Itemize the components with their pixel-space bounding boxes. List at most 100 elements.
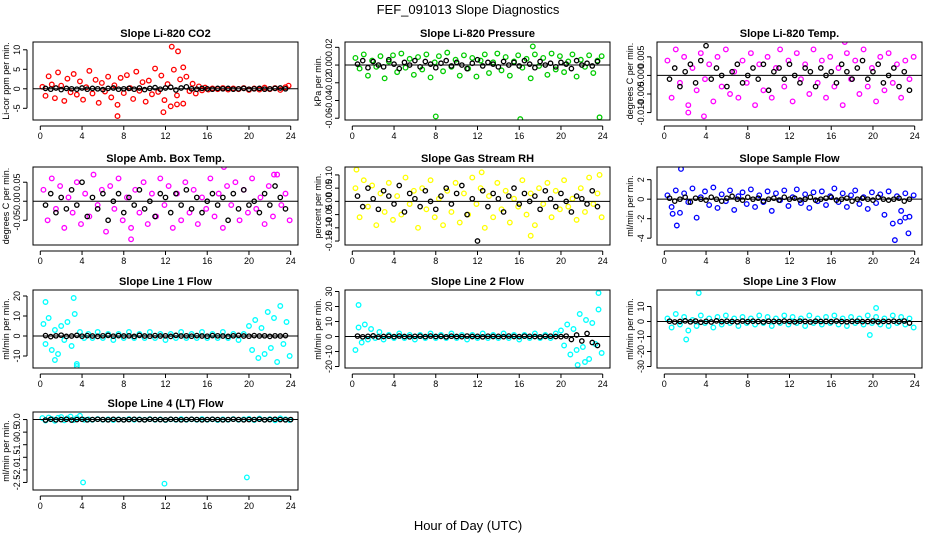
panel-6-point [677,209,683,216]
panel-8-mean-point [453,333,460,340]
panel-1-mean-point [94,85,101,92]
panel-10-mean-point [199,416,205,423]
panel-5-mean-point [422,187,429,194]
panel-7-mean-point [152,332,158,339]
panel-2-point [548,50,555,57]
panel-1-x-tick-label: 0 [38,131,43,141]
panel-2-point [456,72,463,79]
panel-5-mean-point [443,185,450,192]
panel-9-mean-point [797,318,803,325]
panel-5-x-tick-label: 12 [472,256,482,266]
panel-4-mean-point [167,209,174,216]
panel-5-point [460,190,467,197]
panel-7-mean-point [178,333,184,339]
panel-2-point [494,50,501,57]
panel-10-mean-point [152,416,158,423]
panel-9-x-tick-label: 16 [826,379,836,389]
panel-2-point [452,56,459,63]
panel-5-point [552,187,559,194]
panel-7-mean-point [173,332,179,339]
panel-3-point [877,53,884,60]
panel-3-point [827,53,834,60]
panel-7-y-tick-label: -10 [12,349,22,362]
panel-9-point [693,323,700,329]
panel-9-title: Slope Line 3 Flow [743,276,836,288]
panel-2-point [569,51,576,58]
panel-2-mean-point [558,59,564,66]
panel-3-mean-point [697,57,704,64]
panel-4-mean-point [220,194,226,201]
panel-8-point [586,356,593,362]
panel-9-point [860,321,867,328]
panel-10-x-tick-label: 20 [244,501,254,511]
panel-6-mean-point [734,196,741,203]
panel-10-mean-point [173,416,179,423]
panel-6-y-tick-label: -4 [636,234,646,242]
panel-4-point [169,224,176,231]
panel-2-mean-point [448,63,455,69]
panel-3-y-tick-label: 0.000 [636,64,646,87]
panel-1-y-tick-label: 5 [12,67,22,72]
panel-3-x-tick-label: 20 [868,131,878,141]
panel-6-point [764,188,771,195]
panel-8-mean-point [485,333,491,340]
panel-6-frame [656,166,923,246]
panel-7-mean-point [105,332,111,339]
panel-8-mean-point [594,342,601,349]
panel-6-point [831,185,838,192]
panel-1-point [123,72,130,79]
panel-7-mean-point [131,333,138,340]
panel-7-x-tick-label: 0 [38,379,43,389]
panel-8-point [583,317,589,323]
panel-1-mean-point [220,85,226,92]
panel-4-x-tick-label: 8 [121,256,126,266]
panel-1-mean-point [89,85,96,92]
panel-2-point [552,66,559,73]
panel-9-x-tick-label: 20 [868,379,878,389]
panel-1-point [177,76,184,83]
panel-3-mean-point [692,80,699,86]
panel-7-mean-point [120,333,127,339]
panel-8-point [355,302,362,308]
panel-4-mean-point [183,186,190,193]
panel-9-point [906,315,913,322]
panel-1-mean-point [136,85,143,91]
panel-9-point [683,336,690,343]
panel-8-point [574,362,581,368]
panel-4-point [207,175,214,182]
panel-9-point [756,312,763,319]
panel-9-plot-area [657,290,922,343]
panel-5-point [478,169,485,176]
panel-10-mean-point [120,416,127,423]
panel-7-mean-point [53,332,59,339]
panel-3-mean-point [797,80,803,86]
panel-4-mean-point [240,186,247,193]
panel-3-mean-point [901,68,908,75]
panel-5-point [356,214,363,221]
panel-6-point [718,191,725,198]
panel-8-point [464,336,471,343]
panel-2-mean-point [495,63,502,70]
panel-5-mean-point [427,198,434,205]
panel-8-point [396,330,403,337]
panel-5-mean-point [432,206,439,213]
panel-10-point [161,480,168,487]
panel-2-mean-point [485,59,491,66]
panel-2-frame [344,41,611,121]
panel-7-mean-point [68,333,75,339]
panel-10-y-tick-label: -2.5 [12,475,22,491]
panel-4-mean-point [100,190,106,197]
panel-3-mean-point [823,72,829,79]
panel-8-point [595,306,602,313]
panel-9-point [866,332,873,338]
panel-5-mean-point [453,190,460,197]
panel-8-mean-point [547,333,554,340]
panel-10-mean-point [214,416,221,423]
panel-2-mean-point [427,61,434,68]
panel-3-point [894,61,900,68]
panel-3-point [789,98,796,105]
panel-2-mean-point [370,58,377,65]
panel-4-point [94,202,101,208]
panel-3-point [843,50,850,57]
panel-9-y-tick-label: 0 [636,319,646,324]
